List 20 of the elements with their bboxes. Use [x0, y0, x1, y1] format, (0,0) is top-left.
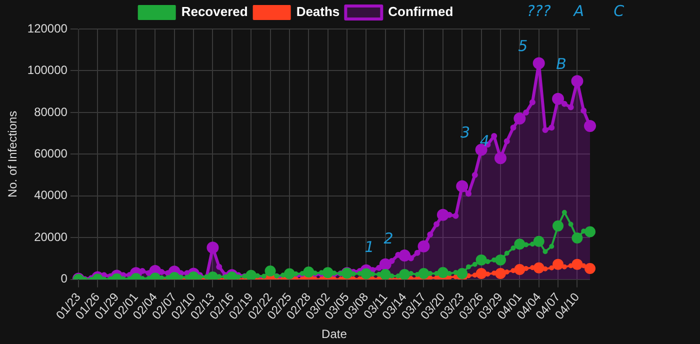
y-tick-label: 120000: [27, 21, 68, 36]
y-tick-label: 80000: [34, 104, 68, 119]
text: A: [572, 2, 584, 20]
annotation: 1: [364, 238, 374, 256]
annotation: 5: [518, 37, 528, 56]
legend-label: Confirmed: [388, 4, 454, 20]
annotation: 3: [460, 124, 470, 142]
legend-label: Deaths: [296, 4, 340, 20]
y-tick-label: 40000: [34, 188, 68, 202]
text: ???: [526, 2, 551, 20]
y-tick-label: 20000: [34, 230, 68, 244]
annotation: B: [556, 55, 566, 74]
legend-label: Recovered: [181, 4, 248, 20]
y-tick-label: 100000: [27, 63, 68, 78]
text: C: [614, 2, 625, 20]
annotation: 2: [384, 229, 394, 248]
y-tick-label: 60000: [34, 146, 68, 160]
x-axis-title: Date: [322, 327, 348, 342]
y-tick-label: 0: [60, 272, 68, 286]
y-axis-title: No. of Infections: [6, 110, 20, 198]
